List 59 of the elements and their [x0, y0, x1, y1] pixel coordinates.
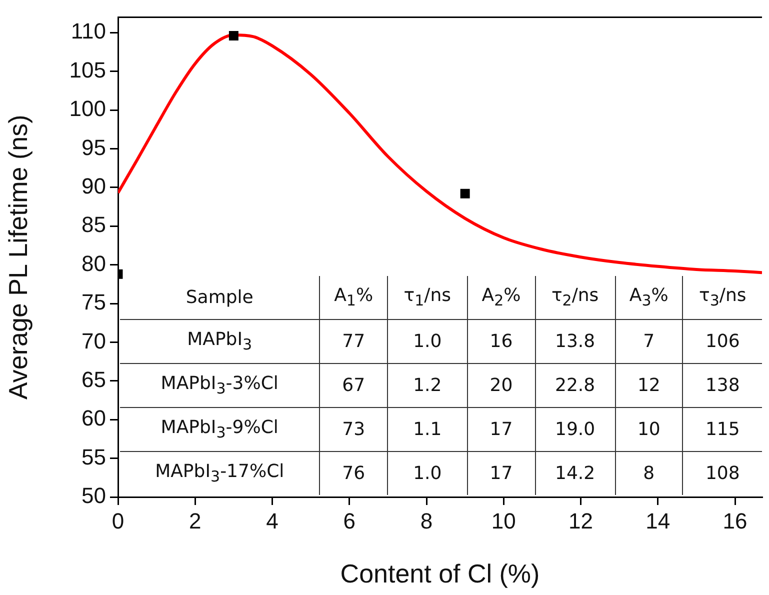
annotation: 138: [682, 364, 762, 408]
annotation: 19.0: [535, 408, 616, 452]
y-tick-label: 75: [82, 290, 106, 315]
annotation: 20: [467, 364, 536, 408]
annotation: 13.8: [535, 320, 616, 364]
y-tick-label: 55: [82, 444, 106, 470]
annotation: A$_{3}$%: [615, 276, 683, 320]
annotation: 16: [467, 320, 536, 364]
annotation: MAPbI$_{3}$-9%Cl: [120, 408, 320, 452]
x-tick-label: 14: [646, 508, 670, 534]
x-tick-label: 16: [722, 508, 748, 534]
y-tick-label: 60: [82, 406, 106, 431]
x-tick-label: 6: [343, 508, 356, 534]
annotation: MAPbI$_{3}$-17%Cl: [120, 452, 320, 495]
y-tick-label: 105: [69, 57, 106, 82]
annotation: Sample: [184, 286, 254, 310]
x-tick-label: 4: [266, 508, 278, 534]
y-tick-label: 50: [82, 483, 106, 508]
x-tick-label: 2: [189, 508, 202, 534]
y-axis-title: Average PL Lifetime (ns): [2, 114, 33, 400]
x-tick-label: 0: [112, 508, 124, 534]
annotation: 12: [615, 364, 683, 408]
y-tick-label: 95: [82, 134, 106, 160]
annotation: τ$_{1}$/ns: [387, 276, 468, 320]
y-tick-label: 80: [82, 250, 106, 276]
annotation: 1.0: [387, 320, 468, 364]
annotation: 77: [320, 320, 388, 364]
annotation: 108: [682, 452, 762, 495]
y-tick-label: 65: [82, 366, 106, 392]
annotation: A$_{1}$%: [320, 276, 388, 320]
x-axis-title: Content of Cl (%): [340, 558, 540, 589]
annotation: 1.2: [387, 364, 468, 408]
y-tick-label: 85: [82, 212, 106, 238]
annotation: 17: [467, 408, 536, 452]
annotation: 1.0: [387, 452, 468, 495]
annotation: 106: [682, 320, 762, 364]
annotation: 7: [615, 320, 683, 364]
annotation: 1.1: [387, 408, 468, 452]
annotation: 10: [615, 408, 683, 452]
annotation: 115: [682, 408, 762, 452]
annotation: 22.8: [535, 364, 616, 408]
annotation: 67: [320, 364, 388, 408]
annotation: 76: [320, 452, 388, 495]
annotation: 17: [467, 452, 536, 495]
y-tick-label: 90: [82, 174, 106, 199]
y-tick-label: 100: [69, 96, 106, 122]
y-tick-label: 110: [70, 18, 106, 44]
x-tick-label: 8: [420, 508, 433, 534]
annotation: MAPbI$_{3}$-3%Cl: [120, 364, 320, 408]
annotation: 14.2: [535, 452, 616, 495]
annotation: 73: [320, 408, 388, 452]
annotation: A$_{2}$%: [467, 276, 536, 320]
annotation: MAPbI$_{3}$: [120, 320, 320, 364]
annotation: τ$_{2}$/ns: [535, 276, 616, 320]
x-tick-label: 12: [568, 508, 593, 534]
x-tick-label: 10: [491, 508, 516, 534]
annotation: τ$_{3}$/ns: [682, 276, 762, 320]
annotation: 8: [615, 452, 683, 495]
y-tick-label: 70: [82, 328, 106, 354]
